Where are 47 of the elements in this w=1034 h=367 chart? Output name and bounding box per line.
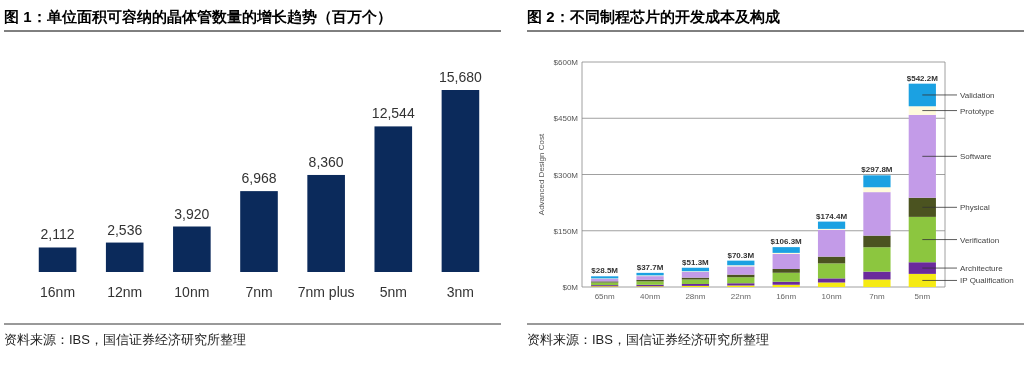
chart-title: 图 2：不同制程芯片的开发成本及构成	[527, 8, 780, 25]
data-label: 8,360	[308, 153, 344, 170]
y-tick-label: $150M	[553, 226, 579, 236]
text: Validation	[960, 90, 995, 100]
x-tick-label: 22nm	[730, 292, 752, 301]
data-label: 15,680	[439, 69, 483, 85]
total-label: $106.3M	[770, 237, 803, 247]
text: Architecture	[960, 264, 1004, 274]
total-label: $51.3M	[682, 257, 710, 267]
x-tick-label: 10nm	[174, 284, 210, 300]
x-tick-label: 12nm	[107, 284, 143, 300]
total-label: $37.7M	[636, 262, 664, 272]
total-label: $174.4M	[815, 211, 848, 221]
total-label: $542.2M	[906, 73, 939, 83]
x-tick-label: 5nm	[914, 292, 931, 301]
text: IP Qualification	[960, 276, 1014, 286]
total-label: $70.3M	[727, 250, 755, 260]
text: Verification	[960, 235, 1000, 245]
total-label: $297.8M	[861, 165, 893, 175]
data-label: 3,920	[174, 205, 210, 222]
text: Software	[960, 152, 993, 162]
x-tick-label: 7nm plus	[297, 284, 355, 300]
x-tick-label: 7nm	[869, 292, 886, 301]
text: 资料来源：IBS，国信证券经济研究所整理	[4, 332, 246, 347]
x-tick-label: 16nm	[776, 292, 797, 301]
data-label: 6,968	[241, 170, 277, 187]
x-tick-label: 7nm	[245, 284, 273, 300]
x-tick-label: 40nm	[640, 292, 661, 301]
data-label: 12,544	[371, 105, 415, 122]
data-label: 2,536	[107, 221, 143, 238]
y-tick-label: $0M	[562, 283, 579, 292]
y-tick-label: $300M	[553, 170, 579, 180]
text: 资料来源：IBS，国信证券经济研究所整理	[527, 332, 769, 347]
y-tick-label: $450M	[553, 114, 579, 124]
data-label: 2,112	[40, 226, 75, 243]
x-tick-label: 65nm	[594, 292, 616, 301]
y-axis-title: Advanced Design Cost	[537, 133, 546, 216]
x-tick-label: 5nm	[379, 284, 407, 300]
text: Physical	[960, 203, 991, 213]
total-label: $28.5M	[591, 266, 619, 276]
x-tick-label: 28nm	[685, 292, 706, 301]
x-tick-label: 10nm	[821, 292, 842, 301]
text: Prototype	[960, 106, 995, 116]
chart-title: 图 1：单位面积可容纳的晶体管数量的增长趋势（百万个）	[4, 8, 392, 25]
x-tick-label: 3nm	[446, 284, 475, 300]
x-tick-label: 16nm	[40, 284, 76, 300]
y-tick-label: $600M	[553, 58, 579, 67]
